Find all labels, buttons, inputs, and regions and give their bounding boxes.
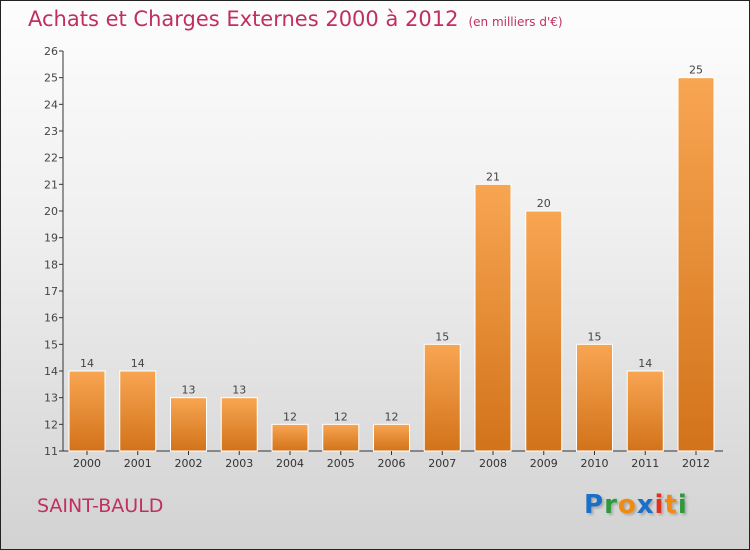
x-tick-label: 2005 [327, 457, 355, 470]
x-tick-label: 2010 [581, 457, 609, 470]
y-tick-label: 11 [44, 445, 58, 458]
x-tick-label: 2009 [530, 457, 558, 470]
x-tick-label: 2006 [378, 457, 406, 470]
y-tick-label: 23 [44, 125, 58, 138]
x-tick-label: 2007 [428, 457, 456, 470]
x-tick-label: 2008 [479, 457, 507, 470]
bar-2012 [677, 77, 715, 452]
data-label: 14 [80, 357, 94, 370]
data-label: 14 [131, 357, 145, 370]
bar-2005 [322, 423, 360, 452]
data-label: 13 [232, 384, 246, 397]
y-tick-label: 15 [44, 338, 58, 351]
y-tick-label: 18 [44, 258, 58, 271]
commune-name: SAINT-BAULD [37, 495, 164, 517]
bar-2001 [119, 370, 157, 452]
data-label: 13 [182, 384, 196, 397]
unit-label: (en milliers d'€) [468, 15, 563, 29]
bar-2003 [220, 397, 258, 452]
y-tick-label: 25 [44, 72, 58, 85]
bar-2007 [423, 343, 461, 452]
bar-2009 [525, 210, 563, 452]
bar-2011 [626, 370, 664, 452]
y-tick-label: 21 [44, 178, 58, 191]
y-tick-label: 12 [44, 418, 58, 431]
bar-2008 [474, 183, 512, 452]
y-tick-label: 17 [44, 285, 58, 298]
data-label: 14 [638, 357, 652, 370]
y-tick-label: 13 [44, 392, 58, 405]
x-tick-label: 2002 [175, 457, 203, 470]
chart-title: Achats et Charges Externes 2000 à 2012 (e… [28, 7, 563, 31]
title-text: Achats et Charges Externes 2000 à 2012 [28, 7, 459, 31]
data-label: 12 [334, 410, 348, 423]
x-tick-label: 2012 [682, 457, 710, 470]
x-tick-label: 2000 [73, 457, 101, 470]
x-tick-label: 2003 [225, 457, 253, 470]
data-label: 12 [385, 410, 399, 423]
data-label: 15 [588, 330, 602, 343]
data-label: 12 [283, 410, 297, 423]
y-tick-label: 22 [44, 152, 58, 165]
data-label: 20 [537, 197, 551, 210]
x-tick-label: 2004 [276, 457, 304, 470]
x-tick-label: 2011 [631, 457, 659, 470]
x-tick-label: 2001 [124, 457, 152, 470]
bar-2010 [576, 343, 613, 452]
y-tick-label: 24 [44, 98, 58, 111]
data-label: 21 [486, 170, 500, 183]
bar-2002 [170, 397, 207, 452]
bar-2006 [373, 423, 410, 452]
y-tick-label: 16 [44, 312, 58, 325]
y-tick-label: 26 [44, 45, 58, 58]
proxiti-logo[interactable]: Proxiti [584, 490, 688, 520]
y-tick-label: 20 [44, 205, 58, 218]
y-tick-label: 19 [44, 232, 58, 245]
data-label: 15 [435, 330, 449, 343]
bar-2000 [68, 370, 106, 452]
y-tick-label: 14 [44, 365, 58, 378]
data-label: 25 [689, 64, 703, 77]
bar-2004 [271, 423, 309, 452]
